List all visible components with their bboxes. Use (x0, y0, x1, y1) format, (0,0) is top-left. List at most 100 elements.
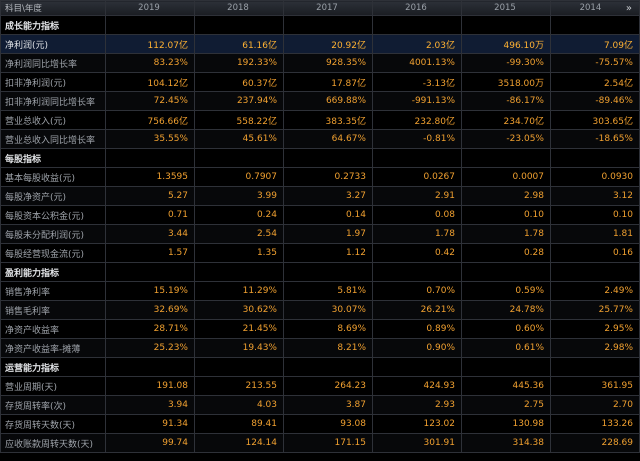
table-row[interactable]: 每股净资产(元) 5.27 3.99 3.27 2.91 2.98 3.12 (0, 186, 640, 206)
value-cell: 171.15 (283, 433, 373, 453)
row-label: 净资产收益率-摊薄 (0, 338, 106, 358)
section-empty-cell (550, 15, 640, 35)
row-label: 营业周期(天) (0, 376, 106, 396)
table-row[interactable]: 净利润(元) 112.07亿 61.16亿 20.92亿 2.03亿 496.10万 7.0… (0, 34, 640, 54)
value-cell: 72.45% (105, 91, 195, 111)
value-cell: 64.67% (283, 129, 373, 149)
year-header-label[interactable]: 2014 (579, 2, 602, 13)
value-cell: 2.54亿 (550, 72, 640, 92)
year-header[interactable]: 2017 (283, 0, 373, 16)
section-header-row: 每股指标 (0, 148, 640, 168)
table-row[interactable]: 销售毛利率 32.69% 30.62% 30.07% 26.21% 24.78% 25.77… (0, 300, 640, 320)
row-label: 存货周转天数(天) (0, 414, 106, 434)
value-cell: -18.65% (550, 129, 640, 149)
value-cell: 928.35% (283, 53, 373, 73)
value-cell: 383.35亿 (283, 110, 373, 130)
section-title: 盈利能力指标 (0, 262, 106, 282)
row-label: 应收账款周转天数(天) (0, 433, 106, 453)
value-cell: 25.23% (105, 338, 195, 358)
row-label: 基本每股收益(元) (0, 167, 106, 187)
section-empty-cell (372, 148, 462, 168)
row-label: 营业总收入同比增长率 (0, 129, 106, 149)
value-cell: 60.37亿 (194, 72, 284, 92)
value-cell: 232.80亿 (372, 110, 462, 130)
table-row[interactable]: 营业总收入(元) 756.66亿 558.22亿 383.35亿 232.80亿 234.… (0, 110, 640, 130)
section-empty-cell (283, 357, 373, 377)
value-cell: 2.91 (372, 186, 462, 206)
table-row[interactable]: 存货周转率(次) 3.94 4.03 3.87 2.93 2.75 2.70 (0, 395, 640, 415)
value-cell: 0.59% (461, 281, 551, 301)
value-cell: 314.38 (461, 433, 551, 453)
row-label: 销售毛利率 (0, 300, 106, 320)
value-cell: 191.08 (105, 376, 195, 396)
table-row[interactable]: 基本每股收益(元) 1.3595 0.7907 0.2733 0.0267 0.0007 0… (0, 167, 640, 187)
value-cell: 3.87 (283, 395, 373, 415)
value-cell: 35.55% (105, 129, 195, 149)
value-cell: 3518.00万 (461, 72, 551, 92)
section-empty-cell (283, 262, 373, 282)
value-cell: 89.41 (194, 414, 284, 434)
row-label: 销售净利率 (0, 281, 106, 301)
value-cell: 19.43% (194, 338, 284, 358)
value-cell: 112.07亿 (105, 34, 195, 54)
table-row[interactable]: 扣非净利润(元) 104.12亿 60.37亿 17.87亿 -3.13亿 3518.00… (0, 72, 640, 92)
table-row[interactable]: 扣非净利润同比增长率 72.45% 237.94% 669.88% -991.13% -8… (0, 91, 640, 111)
table-row[interactable]: 净资产收益率 28.71% 21.45% 8.69% 0.89% 0.60% 2.95% (0, 319, 640, 339)
table-row[interactable]: 净资产收益率-摊薄 25.23% 19.43% 8.21% 0.90% 0.61% 2.98… (0, 338, 640, 358)
value-cell: 445.36 (461, 376, 551, 396)
value-cell: 0.10 (550, 205, 640, 225)
table-row[interactable]: 净利润同比增长率 83.23% 192.33% 928.35% 4001.13% -99.… (0, 53, 640, 73)
year-header[interactable]: 2018 (194, 0, 284, 16)
value-cell: 8.69% (283, 319, 373, 339)
value-cell: 17.87亿 (283, 72, 373, 92)
table-row[interactable]: 每股未分配利润(元) 3.44 2.54 1.97 1.78 1.78 1.81 (0, 224, 640, 244)
value-cell: 0.90% (372, 338, 462, 358)
year-header[interactable]: 2015 (461, 0, 551, 16)
value-cell: 2.98% (550, 338, 640, 358)
section-empty-cell (105, 148, 195, 168)
value-cell: 32.69% (105, 300, 195, 320)
value-cell: 0.0007 (461, 167, 551, 187)
value-cell: 4.03 (194, 395, 284, 415)
value-cell: 237.94% (194, 91, 284, 111)
year-header[interactable]: 2016 (372, 0, 462, 16)
table-body: 成长能力指标 净利润(元) 112.07亿 61.16亿 20.92亿 2.03亿 496.… (0, 15, 640, 453)
table-row[interactable]: 应收账款周转天数(天) 99.74 124.14 171.15 301.91 314.38… (0, 433, 640, 453)
value-cell: 7.09亿 (550, 34, 640, 54)
value-cell: 0.16 (550, 243, 640, 263)
table-row[interactable]: 存货周转天数(天) 91.34 89.41 93.08 123.02 130.98 133.… (0, 414, 640, 434)
section-header-row: 成长能力指标 (0, 15, 640, 35)
year-header[interactable]: 2019 (105, 0, 195, 16)
table-row[interactable]: 每股经营现金流(元) 1.57 1.35 1.12 0.42 0.28 0.16 (0, 243, 640, 263)
value-cell: 5.81% (283, 281, 373, 301)
table-row[interactable]: 每股资本公积金(元) 0.71 0.24 0.14 0.08 0.10 0.10 (0, 205, 640, 225)
value-cell: 264.23 (283, 376, 373, 396)
section-empty-cell (105, 262, 195, 282)
value-cell: 20.92亿 (283, 34, 373, 54)
value-cell: 61.16亿 (194, 34, 284, 54)
value-cell: 1.78 (372, 224, 462, 244)
section-empty-cell (461, 357, 551, 377)
value-cell: 2.93 (372, 395, 462, 415)
value-cell: 25.77% (550, 300, 640, 320)
row-label: 净利润同比增长率 (0, 53, 106, 73)
value-cell: 2.75 (461, 395, 551, 415)
value-cell: 0.61% (461, 338, 551, 358)
row-label: 净资产收益率 (0, 319, 106, 339)
value-cell: -991.13% (372, 91, 462, 111)
value-cell: 234.70亿 (461, 110, 551, 130)
corner-header: 科目\年度 (0, 0, 106, 16)
row-label: 存货周转率(次) (0, 395, 106, 415)
table-row[interactable]: 营业周期(天) 191.08 213.55 264.23 424.93 445.36 361… (0, 376, 640, 396)
value-cell: 756.66亿 (105, 110, 195, 130)
value-cell: 1.35 (194, 243, 284, 263)
value-cell: 424.93 (372, 376, 462, 396)
section-empty-cell (550, 357, 640, 377)
value-cell: 496.10万 (461, 34, 551, 54)
table-row[interactable]: 营业总收入同比增长率 35.55% 45.61% 64.67% -0.81% -23.05… (0, 129, 640, 149)
table-row[interactable]: 销售净利率 15.19% 11.29% 5.81% 0.70% 0.59% 2.49% (0, 281, 640, 301)
row-label: 每股资本公积金(元) (0, 205, 106, 225)
more-columns-icon[interactable]: » (625, 2, 632, 14)
value-cell: 45.61% (194, 129, 284, 149)
section-header-row: 运营能力指标 (0, 357, 640, 377)
